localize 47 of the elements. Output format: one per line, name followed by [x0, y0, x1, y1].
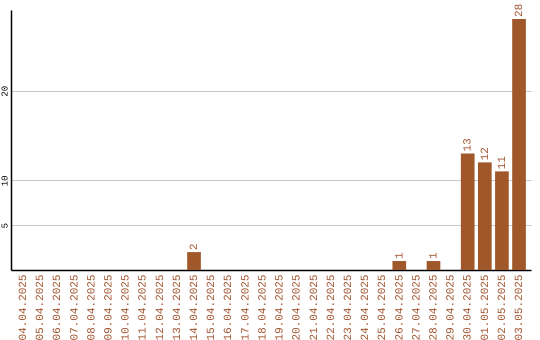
x-tick-label: 26.04.2025 [394, 274, 406, 340]
bar [495, 171, 509, 270]
x-tick-label: 07.04.2025 [69, 274, 82, 340]
x-tick-label: 14.04.2025 [189, 274, 202, 340]
bar [512, 18, 526, 270]
x-tick-label: 08.04.2025 [86, 274, 98, 340]
x-tick-label: 12.04.2025 [154, 274, 167, 340]
x-tick-label: 30.04.2025 [462, 274, 475, 340]
x-tick-label: 20.04.2025 [292, 274, 304, 340]
x-tick-label: 10.04.2025 [120, 274, 133, 340]
data-label: 13 [462, 138, 475, 152]
x-tick-label: 19.04.2025 [274, 274, 287, 340]
data-label: 28 [514, 4, 526, 17]
x-tick-label: 01.05.2025 [480, 274, 492, 340]
x-tick-label: 24.04.2025 [360, 274, 372, 340]
x-tick-label: 22.04.2025 [326, 274, 338, 340]
bar [478, 162, 492, 270]
x-tick-label: 21.04.2025 [308, 274, 321, 340]
x-tick-label: 05.04.2025 [35, 274, 48, 340]
x-tick-label: 16.04.2025 [223, 274, 236, 340]
x-tick-label: 02.05.2025 [496, 274, 509, 340]
data-label: 12 [480, 147, 492, 160]
y-tick-label: 20 [0, 86, 10, 97]
data-label: 11 [496, 156, 509, 170]
x-tick-label: 27.04.2025 [411, 274, 424, 340]
bar [187, 252, 201, 270]
x-tick-label: 29.04.2025 [446, 274, 458, 340]
x-tick-label: 28.04.2025 [428, 274, 440, 340]
x-tick-label: 04.04.2025 [18, 274, 30, 340]
data-label: 2 [189, 243, 202, 250]
x-tick-label: 11.04.2025 [138, 274, 150, 340]
x-tick-label: 06.04.2025 [52, 274, 64, 340]
x-tick-label: 09.04.2025 [104, 274, 116, 340]
data-label: 1 [428, 252, 440, 260]
x-tick-label: 25.04.2025 [377, 274, 390, 340]
data-label: 1 [394, 252, 406, 260]
bar [460, 153, 475, 270]
x-tick-label: 23.04.2025 [342, 274, 355, 340]
x-tick-label: 13.04.2025 [172, 274, 184, 340]
bar [426, 261, 440, 270]
y-tick-label: 10 [0, 175, 10, 186]
x-tick-label: 18.04.2025 [257, 274, 270, 340]
x-tick-label: 17.04.2025 [240, 274, 252, 340]
x-tick-label: 15.04.2025 [206, 274, 218, 340]
x-tick-label: 03.05.2025 [514, 274, 526, 340]
y-tick-label: 5 [0, 222, 10, 228]
bar [392, 261, 406, 270]
